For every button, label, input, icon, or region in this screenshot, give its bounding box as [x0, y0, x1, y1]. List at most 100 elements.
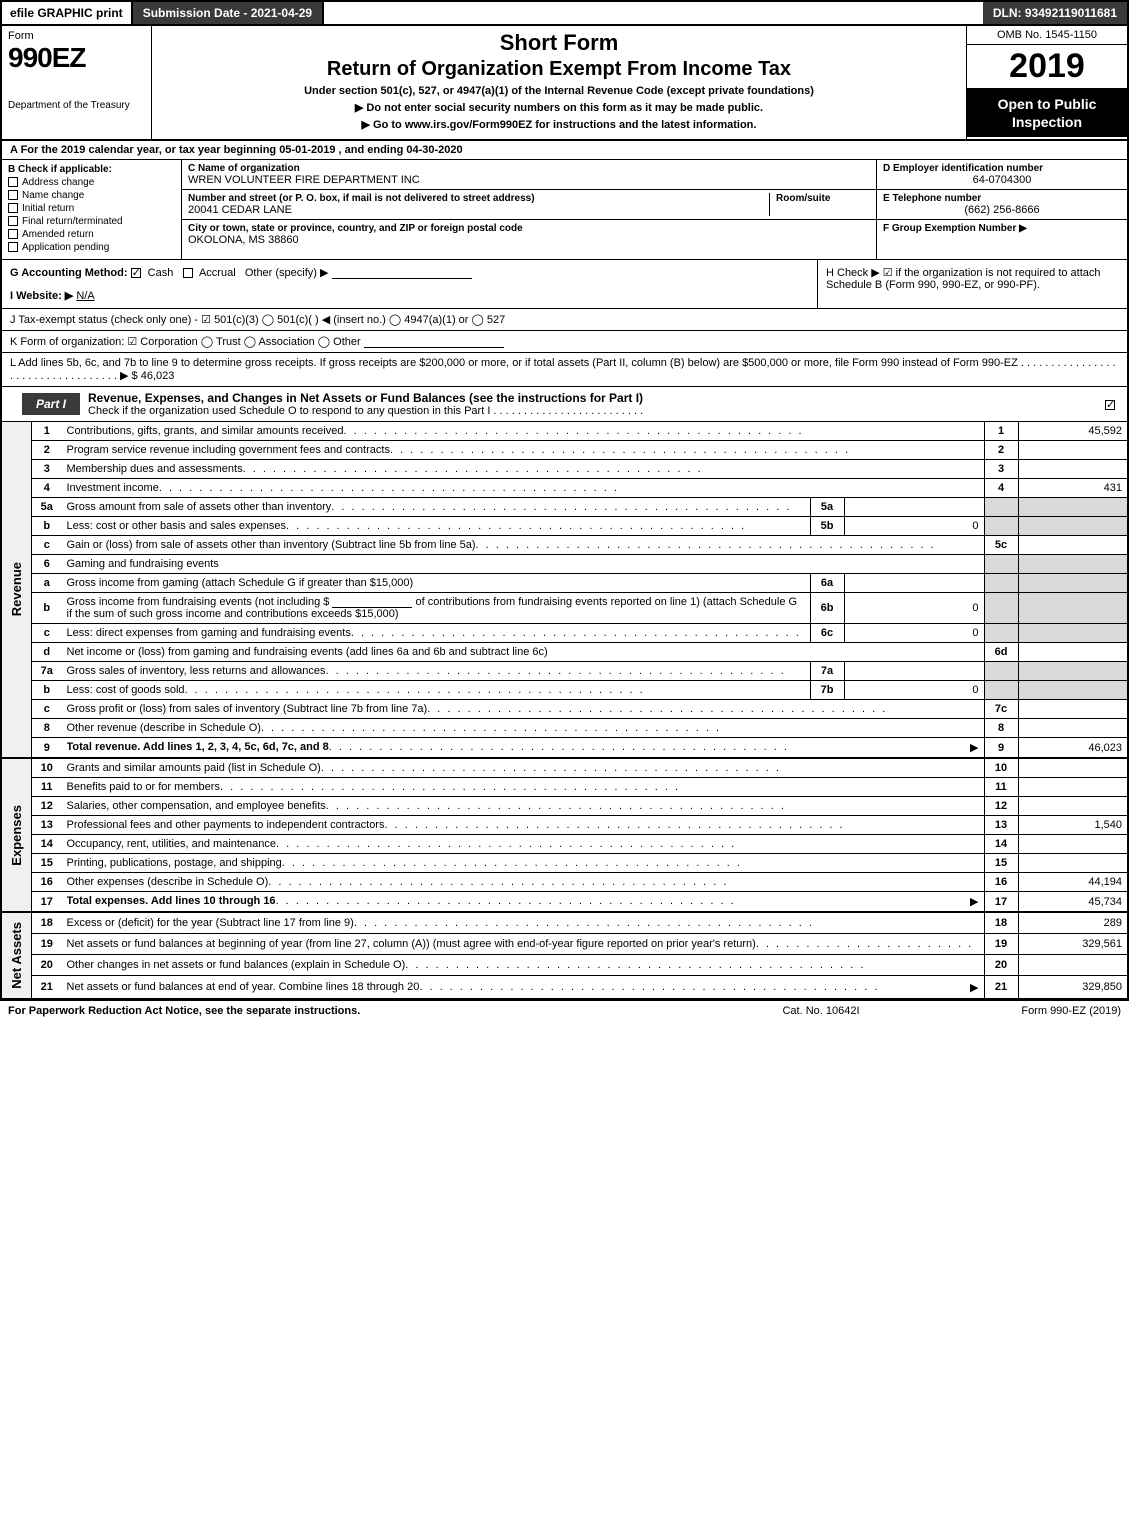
chk-label: Final return/terminated	[22, 216, 123, 227]
top-bar: efile GRAPHIC print Submission Date - 20…	[0, 0, 1129, 26]
chk-initial-return[interactable]: Initial return	[8, 203, 175, 214]
line-text: Gross profit or (loss) from sales of inv…	[67, 703, 428, 715]
line-num: 3	[32, 460, 62, 479]
col-val: 46,023	[1018, 738, 1128, 759]
line-text: Gross income from fundraising events (no…	[67, 596, 330, 608]
box-def: D Employer identification number 64-0704…	[877, 160, 1127, 259]
col-val: 329,850	[1018, 976, 1128, 998]
chk-amended-return[interactable]: Amended return	[8, 229, 175, 240]
line-text: Occupancy, rent, utilities, and maintena…	[67, 838, 277, 850]
line-text: Investment income	[67, 482, 159, 494]
line-text: Gross income from gaming (attach Schedul…	[62, 574, 811, 593]
line-5c: c Gain or (loss) from sale of assets oth…	[1, 536, 1128, 555]
schedule-o-check[interactable]	[1105, 397, 1127, 411]
chk-cash[interactable]	[131, 268, 141, 278]
col-num: 1	[984, 422, 1018, 441]
chk-accrual[interactable]	[183, 268, 193, 278]
col-val	[1018, 955, 1128, 976]
sub-label: 7b	[810, 681, 844, 700]
row-gh: G Accounting Method: Cash Accrual Other …	[0, 260, 1129, 309]
col-num-shade	[984, 574, 1018, 593]
part-i-title: Revenue, Expenses, and Changes in Net As…	[80, 387, 1105, 421]
col-val	[1018, 719, 1128, 738]
chk-label: Application pending	[22, 242, 109, 253]
expenses-side-label: Expenses	[1, 758, 32, 912]
col-val-shade	[1018, 574, 1128, 593]
contrib-amount-field[interactable]	[332, 596, 412, 608]
line-20: 20 Other changes in net assets or fund b…	[1, 955, 1128, 976]
chk-name-change[interactable]: Name change	[8, 190, 175, 201]
line-num: 10	[32, 758, 62, 778]
accounting-method: G Accounting Method: Cash Accrual Other …	[2, 260, 817, 308]
line-text: Total expenses. Add lines 10 through 16	[67, 895, 276, 907]
other-org-field[interactable]	[364, 336, 504, 348]
line-num: 7a	[32, 662, 62, 681]
line-num: b	[32, 681, 62, 700]
line-num: 19	[32, 934, 62, 955]
part-i-badge: Part I	[22, 393, 80, 415]
col-num: 14	[984, 835, 1018, 854]
line-7c: c Gross profit or (loss) from sales of i…	[1, 700, 1128, 719]
row-a-tax-year: A For the 2019 calendar year, or tax yea…	[0, 141, 1129, 160]
omb-number: OMB No. 1545-1150	[967, 26, 1127, 45]
sub-label: 6c	[810, 624, 844, 643]
revenue-side-label: Revenue	[1, 422, 32, 758]
col-val	[1018, 643, 1128, 662]
line-num: a	[32, 574, 62, 593]
line-12: 12 Salaries, other compensation, and emp…	[1, 797, 1128, 816]
line-13: 13 Professional fees and other payments …	[1, 816, 1128, 835]
row-l-gross-receipts: L Add lines 5b, 6c, and 7b to line 9 to …	[0, 353, 1129, 387]
line-text: Program service revenue including govern…	[67, 444, 390, 456]
form-word: Form	[8, 30, 145, 42]
sub-val	[844, 662, 984, 681]
line-text: Other expenses (describe in Schedule O)	[67, 876, 269, 888]
line-text: Gross amount from sale of assets other t…	[67, 501, 332, 513]
chk-address-change[interactable]: Address change	[8, 177, 175, 188]
efile-label[interactable]: efile GRAPHIC print	[2, 2, 133, 24]
col-num: 16	[984, 873, 1018, 892]
box-b: B Check if applicable: Address change Na…	[2, 160, 182, 259]
chk-final-return[interactable]: Final return/terminated	[8, 216, 175, 227]
city-label: City or town, state or province, country…	[188, 223, 870, 234]
line-text: Less: cost or other basis and sales expe…	[67, 520, 287, 532]
line-text: Grants and similar amounts paid (list in…	[67, 762, 321, 774]
col-num: 11	[984, 778, 1018, 797]
line-text: Total revenue. Add lines 1, 2, 3, 4, 5c,…	[67, 741, 329, 753]
col-num-shade	[984, 593, 1018, 624]
col-val-shade	[1018, 662, 1128, 681]
chk-application-pending[interactable]: Application pending	[8, 242, 175, 253]
phone-cell: E Telephone number (662) 256-8666	[877, 190, 1127, 220]
line-text: Gaming and fundraising events	[62, 555, 985, 574]
col-num: 2	[984, 441, 1018, 460]
line-8: 8 Other revenue (describe in Schedule O)…	[1, 719, 1128, 738]
row-k-form-of-org: K Form of organization: ☑ Corporation ◯ …	[0, 331, 1129, 353]
col-val	[1018, 441, 1128, 460]
org-address: 20041 CEDAR LANE	[188, 204, 763, 216]
page-footer: For Paperwork Reduction Act Notice, see …	[0, 999, 1129, 1021]
box-b-title: B Check if applicable:	[8, 164, 175, 175]
col-num: 13	[984, 816, 1018, 835]
line-text: Net income or (loss) from gaming and fun…	[62, 643, 985, 662]
line-num: 15	[32, 854, 62, 873]
col-num: 20	[984, 955, 1018, 976]
other-specify-field[interactable]	[332, 267, 472, 279]
line-9: 9 Total revenue. Add lines 1, 2, 3, 4, 5…	[1, 738, 1128, 759]
open-to-public: Open to Public Inspection	[967, 89, 1127, 137]
ein-value: 64-0704300	[883, 174, 1121, 186]
line-num: 8	[32, 719, 62, 738]
sub-val: 0	[844, 624, 984, 643]
line-num: 13	[32, 816, 62, 835]
line-num: 20	[32, 955, 62, 976]
col-num-shade	[984, 624, 1018, 643]
line-5b: b Less: cost or other basis and sales ex…	[1, 517, 1128, 536]
col-num: 17	[984, 892, 1018, 913]
line-2: 2 Program service revenue including gove…	[1, 441, 1128, 460]
box-c: C Name of organization WREN VOLUNTEER FI…	[182, 160, 877, 259]
line-15: 15 Printing, publications, postage, and …	[1, 854, 1128, 873]
line-num: 2	[32, 441, 62, 460]
col-val	[1018, 797, 1128, 816]
goto-link[interactable]: ▶ Go to www.irs.gov/Form990EZ for instru…	[160, 118, 958, 131]
line-num: d	[32, 643, 62, 662]
col-val: 431	[1018, 479, 1128, 498]
line-num: 6	[32, 555, 62, 574]
